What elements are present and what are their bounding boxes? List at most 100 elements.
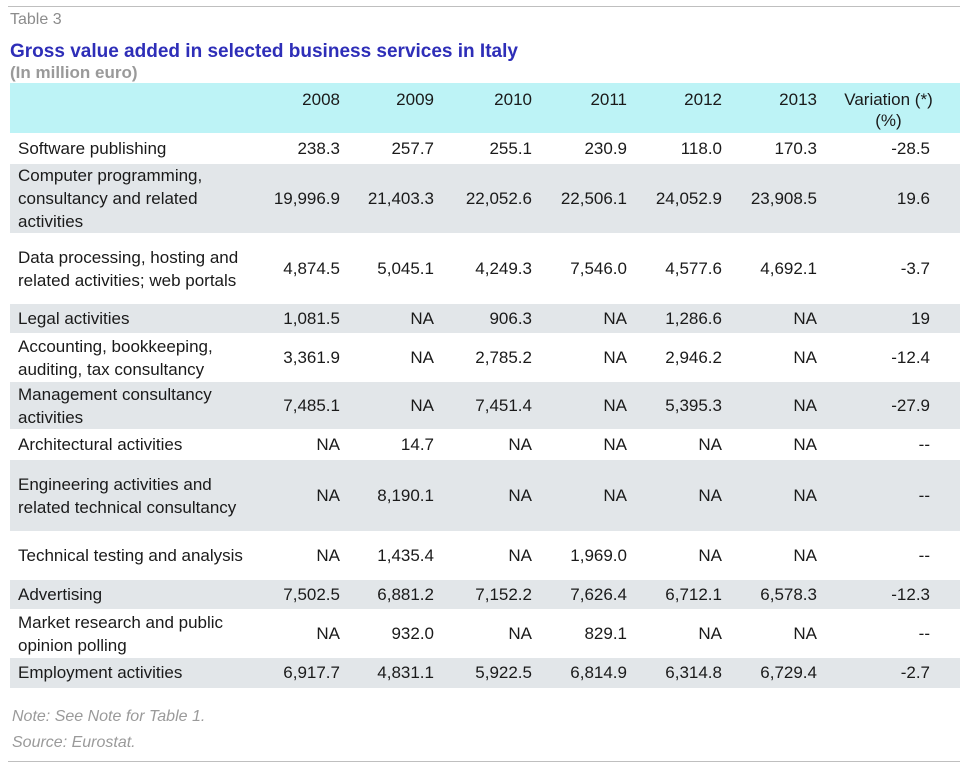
table-number-label: Table 3 (10, 11, 62, 28)
table-row: Software publishing 238.3 257.7 255.1 230.9 1… (10, 133, 960, 164)
value-cell: NA (603, 486, 627, 505)
variation-cell: -- (918, 624, 930, 643)
value-cell: 7,502.5 (283, 585, 340, 604)
value-cell: NA (793, 348, 817, 367)
value-cell: 7,451.4 (475, 396, 532, 415)
header-variation-line2: (%) (875, 111, 902, 130)
header-cell-name (10, 83, 264, 134)
table-row: Computer programming, consultancy and re… (10, 163, 960, 234)
row-label: Legal activities (18, 309, 130, 328)
value-cell: NA (508, 435, 532, 454)
variation-cell: 19 (911, 309, 930, 328)
value-cell: 6,881.2 (377, 585, 434, 604)
value-cell: 118.0 (680, 139, 722, 158)
value-cell: 7,485.1 (283, 396, 340, 415)
header-row: 2008 2009 2010 2011 2012 2013 Variation … (10, 83, 960, 134)
variation-cell: -- (918, 546, 930, 565)
value-cell: 14.7 (400, 435, 434, 454)
value-cell: 1,286.6 (665, 309, 722, 328)
value-cell: 5,395.3 (665, 396, 722, 415)
row-label: Architectural activities (18, 435, 183, 454)
value-cell: 7,152.2 (475, 585, 532, 604)
table-row: Accounting, bookkeeping, auditing, tax c… (10, 333, 960, 382)
value-cell: 6,578.3 (760, 585, 817, 604)
row-label: Employment activities (18, 663, 183, 683)
value-cell: NA (316, 435, 340, 454)
value-cell: NA (698, 486, 722, 505)
value-cell: 4,577.6 (665, 259, 722, 278)
value-cell: NA (603, 435, 627, 454)
value-cell: 6,712.1 (665, 585, 722, 604)
row-label: Data processing, hosting and related act… (18, 247, 239, 290)
row-label: Computer programming, consultancy and re… (18, 166, 203, 231)
variation-cell: -- (918, 486, 930, 505)
value-cell: 6,814.9 (570, 663, 627, 683)
value-cell: NA (508, 624, 532, 643)
value-cell: 3,361.9 (283, 348, 340, 367)
value-cell: 4,692.1 (760, 259, 817, 278)
value-cell: NA (316, 624, 340, 643)
row-label: Technical testing and analysis (18, 546, 243, 565)
value-cell: 4,874.5 (283, 259, 340, 278)
value-cell: 6,917.7 (283, 663, 340, 683)
variation-cell: -12.4 (891, 348, 930, 367)
variation-cell: 19.6 (896, 189, 930, 208)
variation-cell: -12.3 (891, 585, 930, 604)
value-cell: 4,249.3 (475, 259, 532, 278)
header-cell-2012: 2012 (684, 90, 722, 109)
variation-cell: -28.5 (891, 139, 930, 158)
table-row: Management consultancy activities 7,485.1… (10, 381, 960, 430)
value-cell: 8,190.1 (377, 486, 434, 505)
header-cell-2010: 2010 (494, 90, 532, 109)
value-cell: 906.3 (489, 309, 532, 328)
value-cell: 6,729.4 (760, 663, 817, 683)
value-cell: 255.1 (489, 139, 532, 158)
value-cell: 19,996.9 (273, 189, 340, 208)
value-cell: NA (603, 396, 627, 415)
value-cell: NA (508, 546, 532, 565)
value-cell: 6,314.8 (665, 663, 722, 683)
table-row: Architectural activities NA 14.7 NA NA NA NA -- (10, 429, 960, 460)
table-subtitle: (In million euro) (10, 63, 138, 82)
header-cell-2009: 2009 (396, 90, 434, 109)
value-cell: 238.3 (297, 139, 340, 158)
header-cell-2013: 2013 (779, 90, 817, 109)
value-cell: NA (410, 348, 434, 367)
value-cell: 932.0 (391, 624, 434, 643)
data-table: 2008 2009 2010 2011 2012 2013 Variation … (10, 83, 960, 688)
row-label: Advertising (18, 585, 103, 604)
value-cell: 257.7 (391, 139, 434, 158)
header-variation-line1: Variation (*) (844, 90, 933, 109)
row-label: Market research and public opinion polli… (18, 612, 224, 655)
value-cell: NA (316, 546, 340, 565)
value-cell: 230.9 (584, 139, 627, 158)
value-cell: NA (698, 435, 722, 454)
table-note: Note: See Note for Table 1. (12, 708, 206, 725)
value-cell: 1,969.0 (570, 546, 627, 565)
value-cell: 21,403.3 (367, 189, 434, 208)
value-cell: 2,946.2 (665, 348, 722, 367)
header-cell-2008: 2008 (302, 90, 340, 109)
row-label: Management consultancy activities (18, 384, 212, 427)
header-cell-2011: 2011 (590, 90, 627, 109)
value-cell: NA (793, 546, 817, 565)
table-row: Employment activities 6,917.7 4,831.1 5,922… (10, 657, 960, 688)
row-label: Accounting, bookkeeping, auditing, tax c… (18, 336, 213, 379)
value-cell: NA (793, 396, 817, 415)
table-row: Market research and public opinion polli… (10, 609, 960, 658)
variation-cell: -27.9 (891, 396, 930, 415)
header-cell-variation: Variation (*) (%) (817, 83, 960, 134)
value-cell: NA (793, 624, 817, 643)
table-row: Technical testing and analysis NA 1,435.4 N… (10, 531, 960, 580)
value-cell: 1,435.4 (377, 546, 434, 565)
value-cell: 5,922.5 (475, 663, 532, 683)
value-cell: NA (793, 435, 817, 454)
table-row: Engineering activities and related techn… (10, 459, 960, 532)
table-title: Gross value added in selected business s… (10, 41, 518, 62)
value-cell: 22,052.6 (465, 189, 532, 208)
bottom-rule (8, 761, 960, 762)
value-cell: 24,052.9 (655, 189, 722, 208)
row-label: Software publishing (18, 139, 167, 158)
value-cell: 170.3 (774, 139, 817, 158)
table-row: Data processing, hosting and related act… (10, 233, 960, 304)
